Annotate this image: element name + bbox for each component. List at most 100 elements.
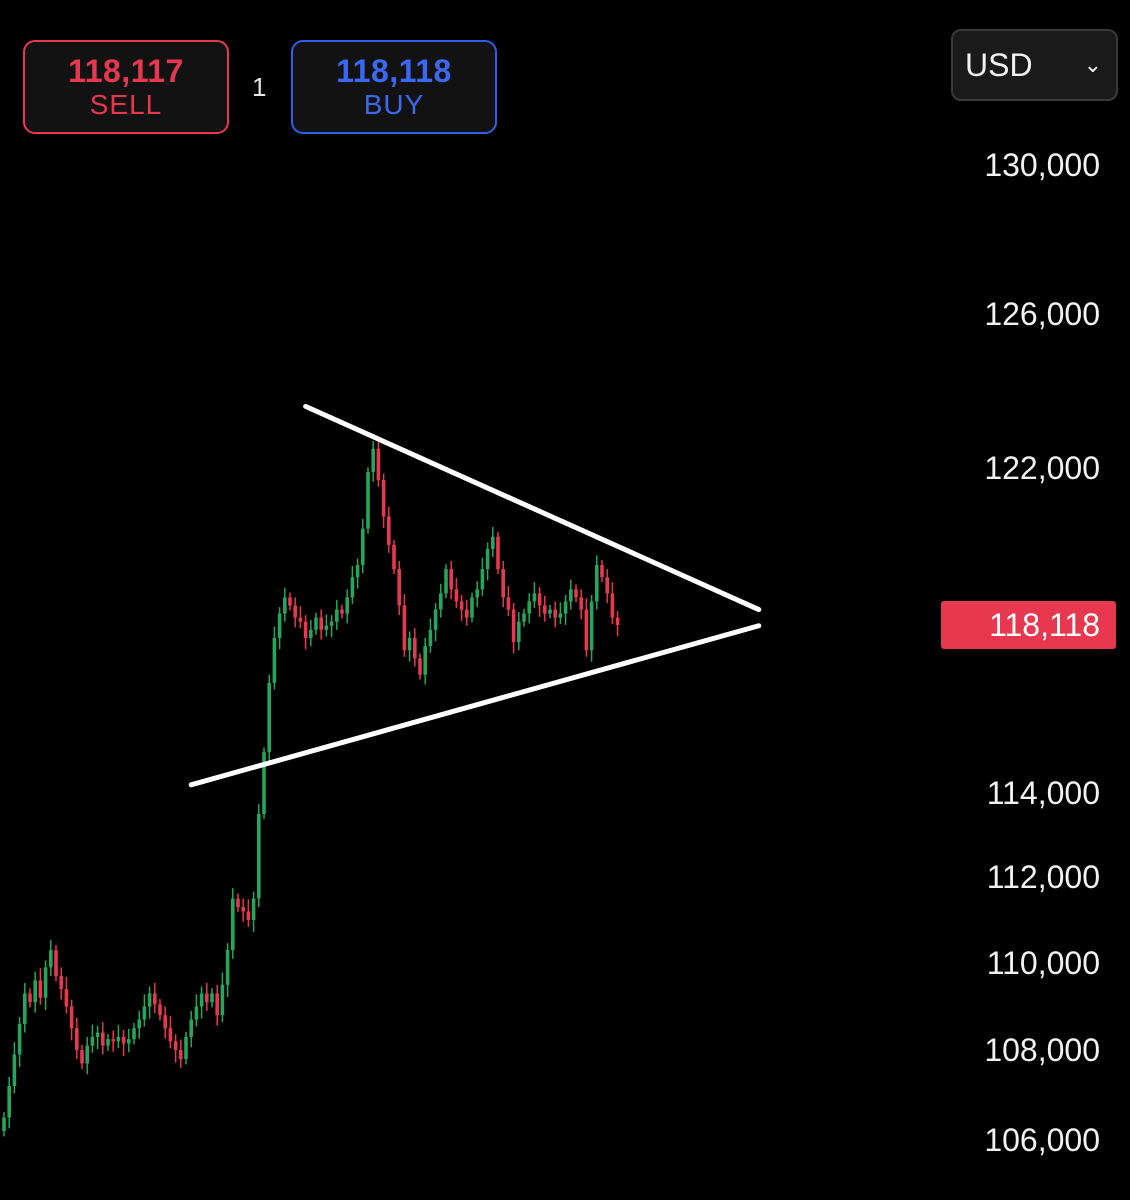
candle-body — [33, 980, 37, 1003]
candle-body — [548, 609, 552, 614]
candle-body — [361, 528, 365, 566]
candle-body — [501, 569, 505, 598]
candle-body — [558, 613, 563, 618]
candle-body — [251, 898, 256, 920]
current-price-tag: 118,118 — [941, 601, 1116, 649]
candle-body — [246, 911, 251, 920]
candle-body — [496, 536, 500, 570]
trendline-lower — [188, 623, 762, 788]
candle-body — [205, 993, 209, 1003]
candle-body — [449, 569, 453, 590]
candle-body — [329, 621, 334, 626]
candle-body — [569, 589, 573, 602]
candle-body — [465, 609, 469, 618]
y-tick-label: 114,000 — [987, 775, 1100, 811]
candle-body — [199, 993, 204, 1007]
candle-body — [392, 544, 396, 570]
order-quantity[interactable]: 1 — [252, 72, 267, 102]
buy-label: BUY — [363, 89, 425, 120]
candle-body — [267, 682, 271, 753]
y-axis: 130,000 126,000 122,000 114,000 112,000 110,0… — [984, 147, 1100, 1158]
candle-body — [485, 548, 490, 570]
trendline-upper — [303, 403, 762, 613]
candle-body — [454, 589, 459, 602]
candle-body — [95, 1032, 100, 1037]
sell-button[interactable]: 118,117 SELL — [23, 40, 229, 134]
y-tick-label: 108,000 — [984, 1032, 1100, 1068]
candle-body — [574, 589, 578, 598]
candles — [2, 437, 620, 1137]
candle-body — [80, 1050, 84, 1064]
candle-body — [12, 1054, 17, 1086]
candle-body — [111, 1039, 115, 1042]
candle-body — [298, 617, 303, 622]
candle-body — [418, 658, 422, 675]
candle-body — [600, 565, 604, 578]
candle-body — [257, 814, 261, 899]
y-tick-label: 130,000 — [984, 147, 1100, 183]
candle-body — [137, 1019, 141, 1029]
candle-body — [210, 993, 214, 1003]
y-tick-label: 112,000 — [987, 859, 1100, 895]
candle-body — [407, 637, 412, 651]
candle-body — [506, 597, 511, 610]
candle-body — [319, 617, 323, 630]
candle-body — [475, 589, 479, 598]
candle-body — [522, 613, 526, 622]
candle-body — [288, 597, 292, 606]
candle-body — [381, 480, 386, 517]
candle-body — [262, 752, 266, 814]
candle-body — [387, 516, 391, 545]
candle-body — [397, 569, 401, 606]
buy-price: 118,118 — [336, 53, 452, 89]
candle-body — [537, 593, 542, 606]
candle-body — [132, 1028, 136, 1040]
candle-body — [335, 609, 339, 622]
candle-body — [511, 609, 516, 643]
candle-body — [470, 597, 474, 618]
candle-body — [28, 993, 32, 1003]
candle-body — [43, 967, 48, 998]
candle-body — [595, 565, 599, 602]
candle-body — [54, 950, 58, 977]
candle-body — [101, 1032, 105, 1046]
candle-body — [116, 1036, 121, 1042]
candle-body — [142, 1006, 147, 1020]
trendlines — [188, 403, 762, 788]
candle-body — [402, 605, 407, 651]
candle-body — [345, 597, 349, 614]
candle-body — [371, 448, 375, 473]
currency-select[interactable]: USD ⌄ — [951, 29, 1118, 101]
candle-body — [220, 984, 225, 1016]
candle-body — [527, 601, 531, 614]
candle-body — [553, 609, 557, 618]
candle-body — [69, 1006, 74, 1029]
buy-button[interactable]: 118,118 BUY — [291, 40, 497, 134]
candle-body — [173, 1041, 178, 1050]
candle-body — [303, 621, 308, 638]
currency-value: USD — [965, 46, 1033, 83]
y-tick-label: 122,000 — [984, 450, 1100, 486]
candle-body — [23, 993, 27, 1024]
candle-body — [324, 625, 329, 630]
candle-body — [579, 597, 583, 610]
candle-body — [231, 898, 235, 951]
candle-body — [225, 950, 230, 985]
y-tick-label: 126,000 — [984, 296, 1100, 332]
candle-body — [168, 1028, 173, 1042]
chevron-down-icon: ⌄ — [1083, 52, 1102, 77]
current-price-badge — [941, 601, 1116, 649]
candle-body — [158, 1004, 162, 1016]
candle-body — [433, 609, 438, 630]
candle-body — [340, 609, 344, 614]
candle-body — [589, 601, 594, 651]
candle-body — [309, 629, 313, 638]
candle-body — [610, 593, 615, 618]
candle-body — [59, 976, 63, 990]
candle-body — [194, 1006, 199, 1020]
candle-body — [459, 601, 464, 610]
candle-body — [127, 1039, 131, 1044]
candle-body — [121, 1036, 126, 1044]
candle-body — [439, 593, 443, 610]
